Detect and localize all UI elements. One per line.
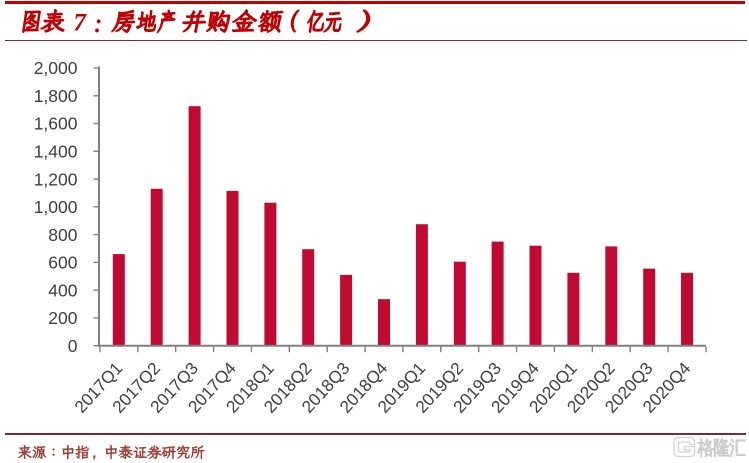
svg-text:400: 400	[48, 280, 77, 300]
svg-text:200: 200	[48, 308, 77, 328]
svg-text:7: 7	[73, 9, 87, 36]
svg-text:800: 800	[48, 225, 77, 245]
svg-text:0: 0	[68, 336, 78, 356]
svg-text:1,000: 1,000	[34, 197, 78, 217]
svg-text:1,800: 1,800	[34, 86, 78, 106]
svg-text:1,200: 1,200	[34, 169, 78, 189]
svg-text:1,400: 1,400	[34, 142, 78, 162]
svg-text:2,000: 2,000	[34, 58, 78, 78]
svg-text:600: 600	[48, 253, 77, 273]
svg-text:1,600: 1,600	[34, 114, 78, 134]
